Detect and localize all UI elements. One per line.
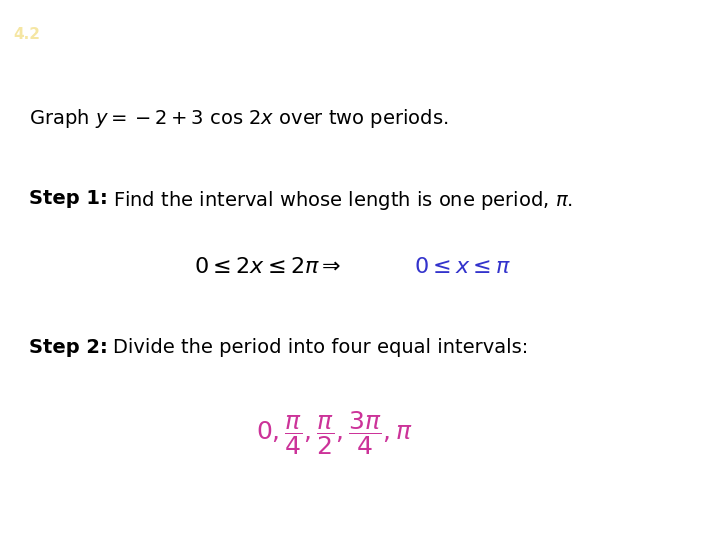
Text: Find the interval whose length is one period, $\pi$.: Find the interval whose length is one pe… — [113, 188, 573, 212]
Text: 28: 28 — [688, 513, 707, 528]
Text: $y = c + a$: $y = c + a$ — [299, 23, 405, 48]
Text: Step 1:: Step 1: — [29, 188, 107, 207]
Text: Example 4  Graphing: Example 4 Graphing — [49, 23, 321, 47]
Text: 4.2: 4.2 — [13, 28, 40, 43]
Text: Step 2:: Step 2: — [29, 339, 107, 357]
Text: $bx$: $bx$ — [438, 23, 471, 47]
Text: (page 151): (page 151) — [475, 26, 586, 44]
Text: ALWAYS LEARNING: ALWAYS LEARNING — [16, 516, 113, 525]
Text: cos: cos — [395, 23, 453, 47]
Text: Copyright © 2013, 2009, 2005 Pearson Education, Inc.: Copyright © 2013, 2009, 2005 Pearson Edu… — [121, 516, 426, 525]
Text: $0 \leq x \leq \pi$: $0 \leq x \leq \pi$ — [414, 257, 512, 277]
Text: PEARSON: PEARSON — [547, 511, 644, 530]
Text: Divide the period into four equal intervals:: Divide the period into four equal interv… — [113, 339, 528, 357]
Text: Graph $y = -2 + 3$ cos $2x$ over two periods.: Graph $y = -2 + 3$ cos $2x$ over two per… — [29, 107, 448, 130]
Text: $0 \leq 2x \leq 2\pi \Rightarrow$: $0 \leq 2x \leq 2\pi \Rightarrow$ — [194, 257, 342, 277]
Text: $0, \dfrac{\pi}{4}, \dfrac{\pi}{2}, \dfrac{3\pi}{4}, \pi$: $0, \dfrac{\pi}{4}, \dfrac{\pi}{2}, \dfr… — [256, 409, 413, 457]
